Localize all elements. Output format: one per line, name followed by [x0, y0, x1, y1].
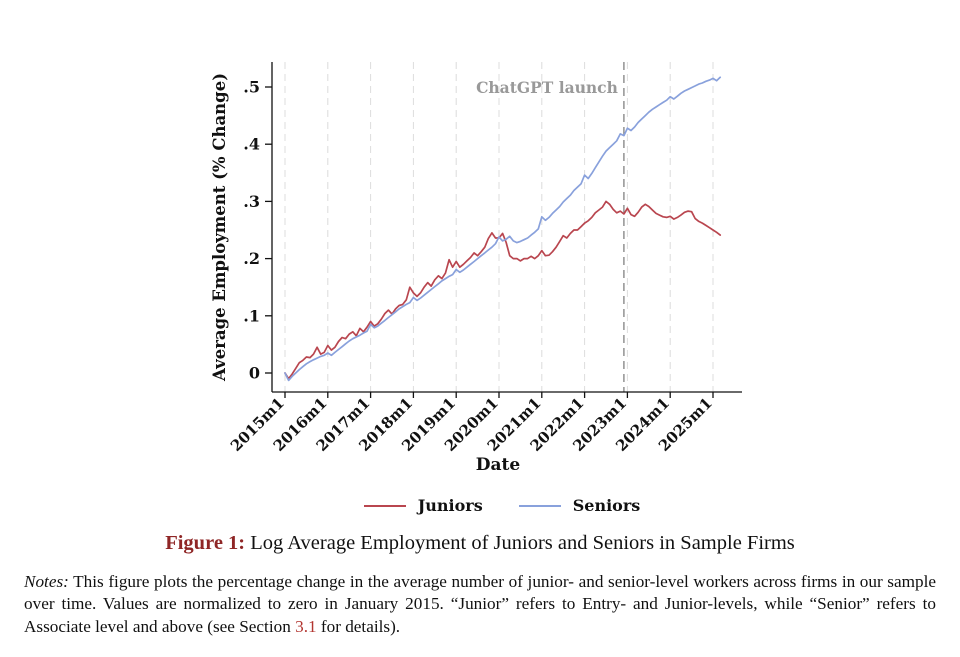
figure-caption: Figure 1: Log Average Employment of Juni… — [0, 532, 960, 555]
y-tick-label: .1 — [243, 306, 260, 325]
y-axis-title: Average Employment (% Change) — [210, 73, 229, 382]
notes-text-2: for details). — [316, 616, 401, 636]
y-tick-label: .4 — [243, 135, 260, 154]
legend-label-seniors: Seniors — [572, 496, 641, 515]
year-gridlines — [284, 62, 714, 392]
axes — [271, 62, 742, 393]
x-tick-labels: 2015m12016m12017m12018m12019m12020m12021… — [227, 392, 716, 455]
figure-caption-label: Figure 1: — [165, 532, 246, 554]
section-3-1-link[interactable]: 3.1 — [295, 616, 317, 636]
chatgpt-launch-annotation: ChatGPT launch — [476, 78, 618, 97]
y-tick-label: 0 — [249, 364, 260, 383]
juniors-line-swatch — [363, 504, 406, 507]
notes-text-1: This figure plots the percentage change … — [24, 572, 936, 636]
y-tick-label: .5 — [243, 78, 260, 97]
y-tick-labels: 0 .1 .2 .3 .4 .5 — [243, 78, 272, 383]
notes-label: Notes: — [24, 572, 69, 591]
legend-item-seniors: Seniors — [518, 496, 641, 515]
legend-label-juniors: Juniors — [417, 496, 483, 515]
employment-line-chart: ChatGPT launch 0 .1 .2 .3 .4 .5 2015m12016m1201… — [210, 62, 742, 475]
chart-legend: Juniors Seniors — [272, 496, 732, 515]
figure-notes: Notes: This figure plots the percentage … — [24, 571, 936, 638]
seniors-line — [284, 76, 722, 382]
figure-caption-text: Log Average Employment of Juniors and Se… — [245, 532, 795, 554]
seniors-line-swatch — [518, 504, 561, 507]
juniors-line — [284, 200, 722, 380]
x-axis-title: Date — [476, 455, 521, 475]
y-tick-label: .3 — [243, 192, 260, 211]
y-tick-label: .2 — [243, 249, 260, 268]
legend-item-juniors: Juniors — [363, 496, 483, 515]
